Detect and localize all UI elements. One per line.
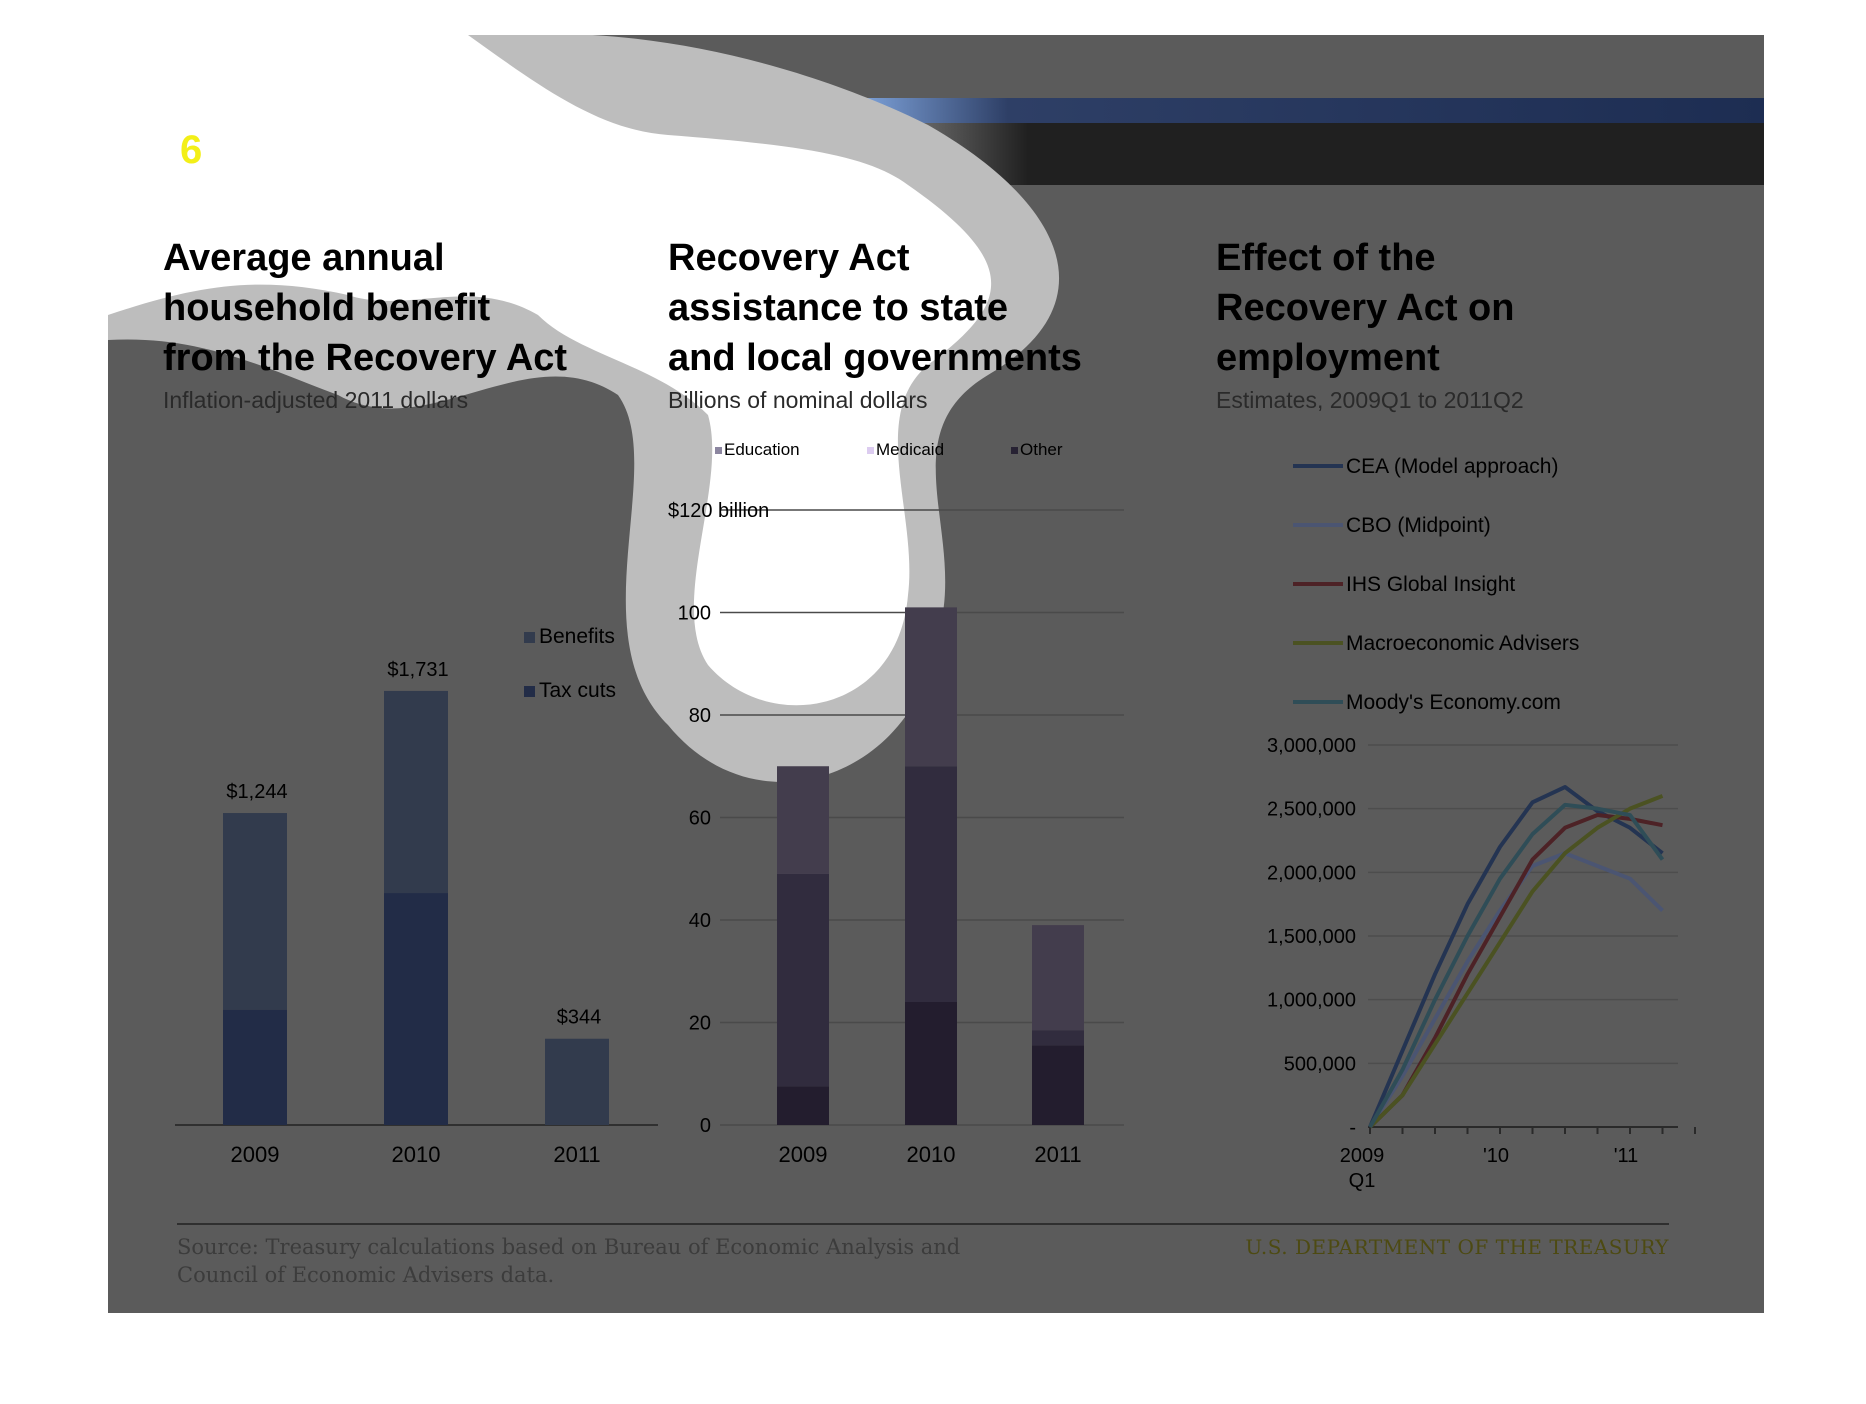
chart2-bar-other [1032, 1030, 1084, 1046]
slide: Crisis Response 6 The Recovery Act Avera… [108, 35, 1764, 1313]
chart3-legend-label: Moody's Economy.com [1346, 691, 1561, 714]
chart2-x-tick-label: 2011 [1034, 1142, 1081, 1167]
chart1-total-label: $1,244 [226, 781, 287, 803]
panel-3-title-line: Recovery Act on [1216, 287, 1515, 329]
panel-1-title: Average annual household benefit from th… [163, 233, 567, 383]
chart3-y-tick-label: 2,000,000 [1267, 862, 1356, 884]
chart3-line-macroeconomic-advisers [1368, 794, 1664, 1129]
chart2-legend-swatch [715, 447, 722, 454]
chart3-y-tick-label: 3,000,000 [1267, 735, 1356, 757]
panel-2-title: Recovery Act assistance to state and loc… [668, 233, 1082, 383]
chart2-y-tick-label: 80 [689, 705, 711, 727]
panel-3-title-line: employment [1216, 337, 1440, 379]
chart2-bar-education [1032, 1045, 1084, 1125]
panel-1-title-line: from the Recovery Act [163, 337, 568, 379]
panel-2-title-line: assistance to state [668, 287, 1009, 329]
chart3-legend-label: CBO (Midpoint) [1346, 514, 1491, 537]
chart1-legend-swatch [524, 632, 535, 643]
charts-canvas: $1,244 2009 $1,731 2010 $344 2011 Benefits Tax … [175, 440, 1696, 1192]
chart2-legend-swatch [867, 447, 874, 454]
agency-wordmark: U.S. DEPARTMENT OF THE TREASURY [1245, 1235, 1669, 1259]
chart2-x-tick-label: 2010 [907, 1142, 956, 1167]
panel-2-title-line: and local governments [668, 337, 1082, 379]
panel-1-title-line: household benefit [163, 287, 491, 329]
chart2-bar-medicaid [905, 607, 957, 767]
section-kicker: Crisis Response [180, 101, 314, 120]
slide-number: 6 [180, 128, 203, 172]
slide-title: The Recovery Act [222, 125, 606, 175]
chart3-y-tick-label: 500,000 [1284, 1053, 1356, 1075]
chart2-y-tick-label: 40 [689, 910, 711, 932]
chart3-y-tick-label: 2,500,000 [1267, 799, 1356, 821]
chart3-legend-label: IHS Global Insight [1346, 573, 1515, 596]
panel-2-subtitle: Billions of nominal dollars [668, 387, 928, 413]
chart1-x-tick-label: 2009 [231, 1142, 280, 1167]
chart1-legend-swatch [524, 686, 535, 697]
panel-2-title-line: Recovery Act [668, 237, 910, 279]
chart3-legend-label: Macroeconomic Advisers [1346, 632, 1579, 655]
chart1-bar-benefits [545, 1038, 609, 1125]
chart2-legend-label: Education [724, 440, 800, 459]
chart3-x-tick-label: Q1 [1349, 1170, 1376, 1192]
panel-3-title: Effect of the Recovery Act on employment [1216, 233, 1514, 383]
panel-3-title-line: Effect of the [1216, 237, 1436, 279]
chart2-x-tick-label: 2009 [779, 1142, 828, 1167]
chart2-y-tick-label: 100 [678, 603, 711, 625]
chart2-y-tick-label: 60 [689, 808, 711, 830]
chart1-bar-benefits [223, 813, 287, 1010]
chart2-bar-medicaid [777, 766, 829, 874]
chart1-bar-tax-cuts [223, 1009, 287, 1125]
chart3-x-tick-label: '10 [1483, 1145, 1509, 1167]
chart1-x-tick-label: 2011 [553, 1142, 600, 1167]
source-note: Source: Treasury calculations based on B… [177, 1235, 961, 1287]
chart2-legend-label: Other [1020, 440, 1063, 459]
chart3-legend-label: CEA (Model approach) [1346, 455, 1558, 478]
chart3-y-tick-label: - [1349, 1117, 1356, 1139]
overlay-blob [108, 35, 1059, 782]
panel-3-subtitle: Estimates, 2009Q1 to 2011Q2 [1216, 387, 1524, 413]
chart2-bar-education [777, 1086, 829, 1125]
chart3-x-tick-label: '11 [1614, 1145, 1639, 1167]
chart2-y-tick-label: 20 [689, 1013, 711, 1035]
panel-1-subtitle: Inflation-adjusted 2011 dollars [163, 387, 469, 413]
chart2-y-tick-label: 0 [700, 1115, 711, 1137]
chart2-legend-label: Medicaid [876, 440, 944, 459]
chart1-total-label: $344 [557, 1007, 602, 1029]
chart2-bar-other [777, 873, 829, 1087]
chart1-x-tick-label: 2010 [392, 1142, 441, 1167]
chart1-total-label: $1,731 [387, 659, 448, 681]
chart2-bar-medicaid [1032, 925, 1084, 1031]
chart3-x-tick-label: 2009 [1340, 1145, 1385, 1167]
chart3-y-tick-label: 1,000,000 [1267, 990, 1356, 1012]
chart2-y-tick-label: $120 billion [668, 500, 769, 522]
overlay-blob-inner [108, 35, 992, 706]
panel-1-title-line: Average annual [163, 237, 445, 279]
chart3-line-cbo-midpoint [1368, 851, 1664, 1129]
chart1-bar-benefits [384, 690, 448, 894]
chart2-bar-education [905, 1002, 957, 1125]
chart1-bar-tax-cuts [384, 893, 448, 1125]
chart2-bar-other [905, 766, 957, 1002]
footer-rule [177, 1223, 1669, 1225]
chart1-legend-label: Tax cuts [539, 679, 616, 702]
chart3-y-tick-label: 1,500,000 [1267, 926, 1356, 948]
chart1-legend-label: Benefits [539, 625, 615, 648]
chart3-line-moody-s-economy-com [1368, 802, 1665, 1128]
chart2-legend-swatch [1011, 447, 1018, 454]
